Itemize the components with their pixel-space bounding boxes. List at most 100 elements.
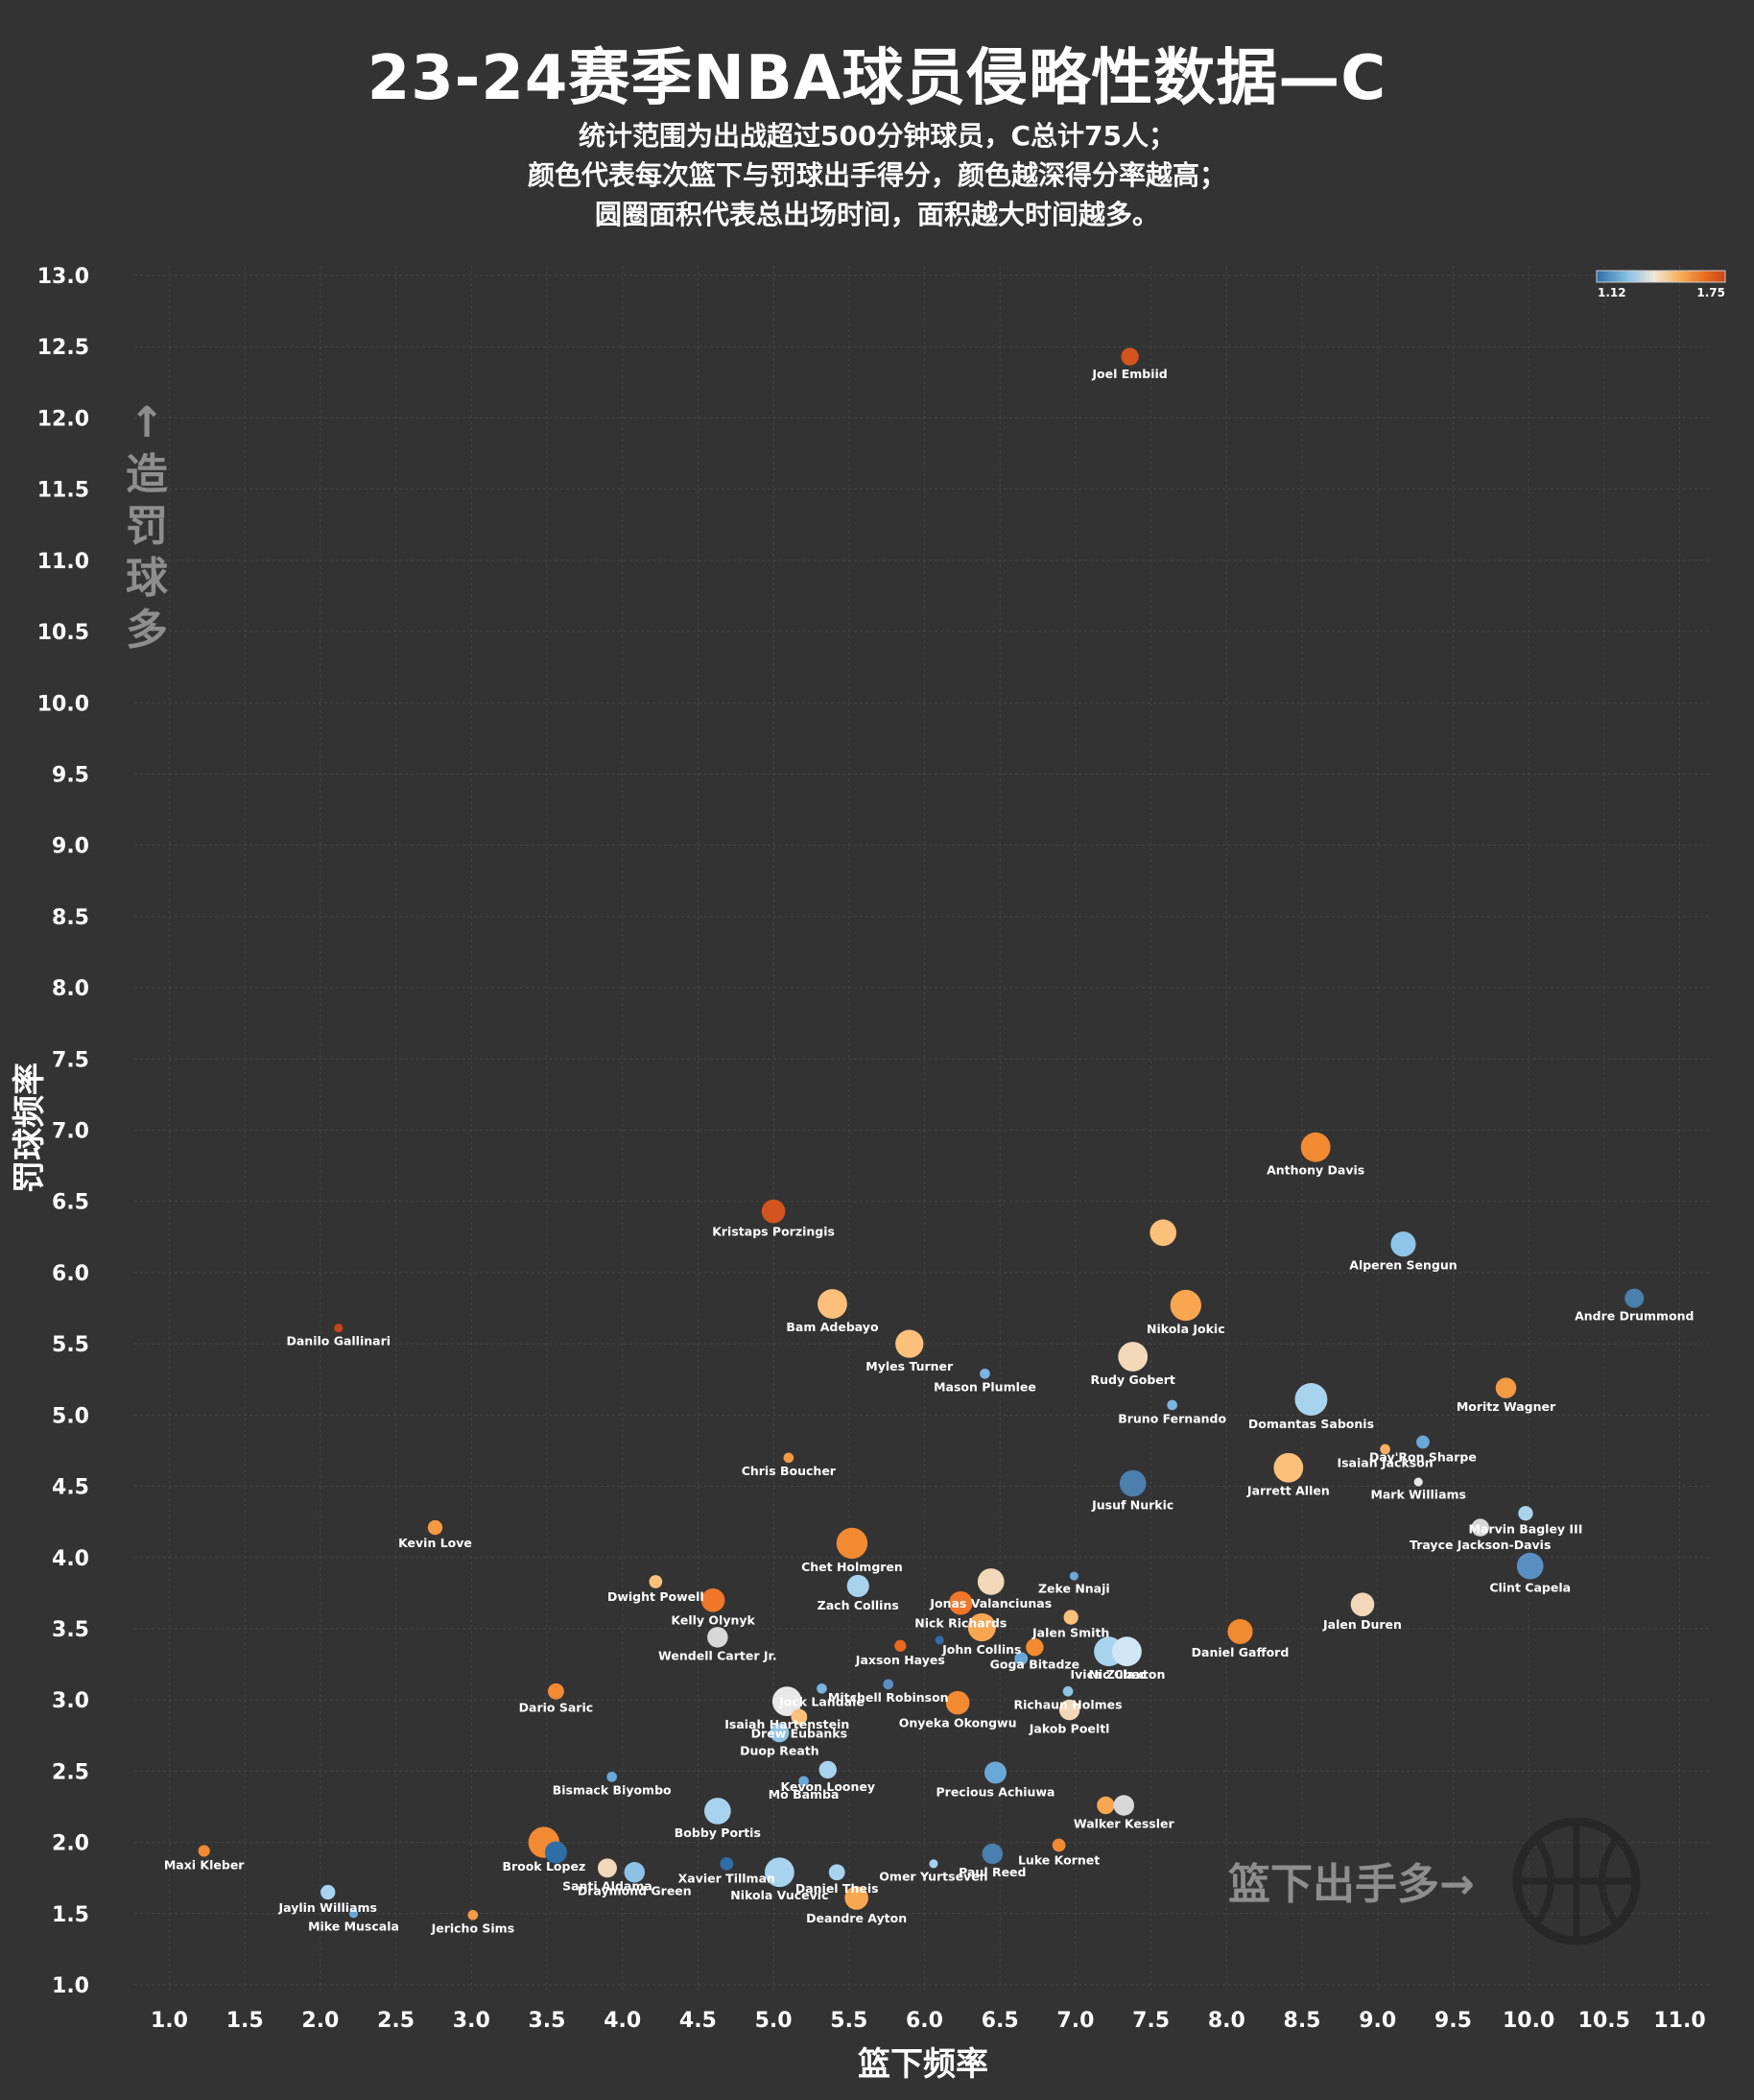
x-tick-label: 4.0 (604, 2009, 641, 2033)
point-label: Jarrett Allen (1246, 1484, 1330, 1498)
data-point (597, 1858, 617, 1878)
point-label: Kristaps Porzingis (712, 1224, 835, 1238)
data-point (1471, 1518, 1489, 1537)
data-point (720, 1856, 734, 1871)
y-tick-label: 8.0 (52, 977, 89, 1001)
data-point (761, 1199, 786, 1224)
point-label: Jock Landale (778, 1695, 865, 1709)
point-label: Xavier Tillman (678, 1872, 775, 1886)
point-label: Bobby Portis (675, 1826, 761, 1840)
axes: 1.0 1.5 2.0 2.5 3.0 3.5 4.0 4.5 5.0 5.5 6.0 6.5 7.0 7… (37, 265, 1706, 2033)
data-point (1026, 1638, 1044, 1657)
data-point (1150, 1219, 1177, 1247)
x-tick-label: 11.0 (1653, 2009, 1705, 2033)
point-label: Trayce Jackson-Davis (1410, 1538, 1551, 1552)
point-label: Dwight Powell (607, 1589, 704, 1604)
data-point (836, 1527, 868, 1560)
data-point (1170, 1289, 1201, 1322)
y-tick-label: 7.0 (52, 1120, 89, 1144)
y-tick-label: 10.0 (37, 692, 89, 716)
data-point (1121, 347, 1139, 366)
data-point (1052, 1838, 1066, 1852)
y-tick-label: 13.0 (37, 265, 89, 289)
data-point (818, 1760, 837, 1779)
data-point (770, 1723, 790, 1743)
data-point (1119, 1469, 1147, 1497)
point-label: Zeke Nnaji (1038, 1582, 1110, 1596)
point-label: Duop Reath (740, 1743, 819, 1757)
data-point (984, 1761, 1007, 1784)
x-tick-label: 2.5 (377, 2009, 415, 2033)
data-point (1063, 1610, 1078, 1625)
data-point (818, 1289, 847, 1319)
point-label: Zach Collins (818, 1598, 899, 1612)
data-point (624, 1862, 646, 1883)
grid (134, 266, 1710, 1993)
point-label: Jalen Duren (1322, 1617, 1402, 1632)
point-label: Draymond Green (578, 1884, 692, 1898)
data-point (707, 1627, 728, 1648)
data-point (982, 1843, 1004, 1865)
point-label: Jakob Poeltl (1029, 1721, 1110, 1735)
data-point (846, 1574, 869, 1597)
y-tick-label: 7.5 (52, 1048, 89, 1072)
x-tick-label: 9.0 (1359, 2009, 1396, 2033)
point-label: Andre Drummond (1575, 1309, 1694, 1324)
data-point (1227, 1618, 1253, 1645)
point-label: Danilo Gallinari (286, 1333, 391, 1348)
point-label: Clint Capela (1489, 1581, 1571, 1595)
y-tick-label: 11.0 (37, 550, 89, 574)
data-point (334, 1324, 344, 1333)
point-label: Richaun Holmes (1013, 1698, 1122, 1712)
data-point (1014, 1652, 1029, 1666)
data-point (791, 1708, 808, 1726)
subtitle-line-3: 圆圈面积代表总出场时间，面积越大时间越多。 (594, 199, 1159, 230)
point-label: Daniel Theis (795, 1881, 879, 1896)
point-label: Omer Yurtseven (879, 1869, 987, 1883)
data-point (1058, 1699, 1080, 1721)
data-points (198, 347, 1645, 1921)
data-point (348, 1909, 359, 1919)
x-tick-label: 4.5 (679, 2009, 717, 2033)
annotation-y-char: 球 (126, 554, 169, 603)
data-point (1113, 1795, 1135, 1816)
y-tick-label: 3.5 (52, 1618, 89, 1642)
annotation-y-char: 多 (126, 606, 168, 655)
x-tick-label: 1.0 (151, 2009, 188, 2033)
x-tick-label: 1.5 (226, 2009, 264, 2033)
y-tick-label: 5.5 (52, 1333, 89, 1357)
data-point (1097, 1796, 1115, 1815)
data-point (544, 1841, 567, 1864)
data-point (548, 1682, 564, 1700)
colorbar-min-label: 1.12 (1598, 286, 1626, 299)
x-tick-label: 10.5 (1578, 2009, 1630, 2033)
annotation-x: 篮下出手多→ (1228, 1860, 1475, 1909)
point-label: Dario Saric (519, 1701, 594, 1715)
point-label: Myles Turner (865, 1359, 954, 1373)
data-point (1380, 1444, 1390, 1455)
y-tick-label: 3.0 (52, 1689, 89, 1713)
data-point (427, 1519, 443, 1536)
point-label: Mo Bamba (769, 1787, 840, 1802)
point-label: Bam Adebayo (786, 1320, 879, 1334)
data-point (828, 1864, 845, 1881)
point-label: Nikola Jokic (1147, 1322, 1225, 1336)
y-tick-label: 6.5 (52, 1191, 89, 1215)
point-label: Jericho Sims (431, 1921, 515, 1936)
data-point (935, 1635, 944, 1645)
point-label: Wendell Carter Jr. (658, 1649, 777, 1663)
x-tick-label: 6.5 (982, 2009, 1019, 2033)
data-point (606, 1771, 617, 1782)
data-point (1416, 1435, 1430, 1449)
point-label: John Collins (941, 1642, 1021, 1657)
data-point (977, 1568, 1005, 1595)
point-label: Chet Holmgren (801, 1560, 903, 1574)
data-point (1516, 1552, 1544, 1580)
point-label: Drew Eubanks (751, 1726, 847, 1740)
x-tick-label: 5.5 (830, 2009, 867, 2033)
colorbar-max-label: 1.75 (1696, 286, 1725, 299)
x-axis-label: 篮下频率 (858, 2045, 988, 2084)
point-label: Goga Bitadze (990, 1657, 1080, 1671)
point-label: Moritz Wagner (1457, 1399, 1556, 1414)
